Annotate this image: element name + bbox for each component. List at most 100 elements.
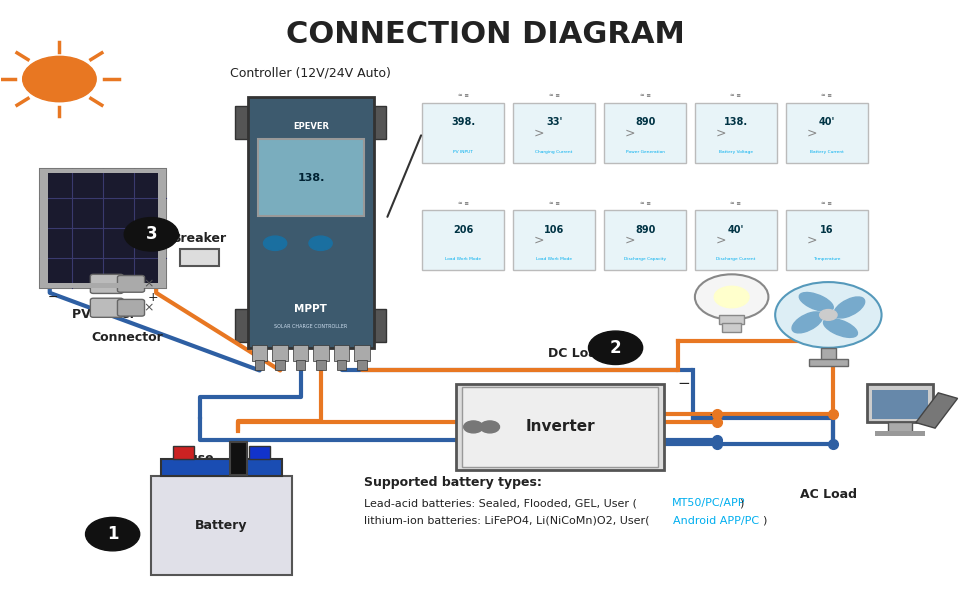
Text: ≈ ≡: ≈ ≡ [730,201,740,206]
Text: +: + [147,290,158,304]
Text: Connector: Connector [91,331,163,344]
FancyBboxPatch shape [604,211,685,270]
FancyBboxPatch shape [272,346,288,361]
FancyBboxPatch shape [333,346,349,361]
Text: 890: 890 [635,117,655,127]
Text: 40': 40' [818,117,834,127]
Text: MPPT: MPPT [295,304,327,314]
Text: ≈ ≡: ≈ ≡ [548,201,559,206]
FancyBboxPatch shape [158,169,166,288]
FancyBboxPatch shape [373,309,386,342]
Text: 3: 3 [145,226,157,244]
Text: Discharge Current: Discharge Current [715,257,755,262]
Text: >: > [715,234,725,247]
FancyBboxPatch shape [249,446,270,460]
FancyBboxPatch shape [161,460,282,476]
Text: 138.: 138. [297,173,325,182]
Text: Power Generation: Power Generation [625,150,664,154]
FancyBboxPatch shape [180,249,219,266]
Circle shape [309,236,331,250]
FancyBboxPatch shape [275,360,285,370]
Text: Breaker: Breaker [172,232,227,245]
FancyBboxPatch shape [785,103,867,163]
Text: AC Load: AC Load [799,488,856,500]
Text: Controller (12V/24V Auto): Controller (12V/24V Auto) [231,67,391,80]
Text: 106: 106 [544,224,564,235]
FancyBboxPatch shape [694,211,776,270]
FancyBboxPatch shape [313,346,328,361]
Text: Inverter: Inverter [524,419,594,434]
Circle shape [819,310,836,320]
Text: 16: 16 [820,224,832,235]
Text: ≈ ≡: ≈ ≡ [639,93,650,98]
Text: −: − [676,376,689,391]
Text: MT50/PC/APP: MT50/PC/APP [671,498,744,508]
Text: >: > [805,234,816,247]
Text: 1: 1 [107,525,118,543]
FancyBboxPatch shape [117,275,144,292]
FancyBboxPatch shape [235,106,248,139]
FancyBboxPatch shape [117,299,144,316]
Text: 398.: 398. [451,117,475,127]
FancyBboxPatch shape [808,359,847,365]
FancyBboxPatch shape [888,422,911,432]
Text: >: > [533,126,544,139]
Text: ≈ ≡: ≈ ≡ [821,201,831,206]
FancyBboxPatch shape [40,169,166,173]
Circle shape [480,421,499,433]
Circle shape [694,274,767,320]
FancyBboxPatch shape [248,97,373,348]
FancyBboxPatch shape [172,446,194,460]
Text: ≈ ≡: ≈ ≡ [457,201,468,206]
Circle shape [463,421,483,433]
Text: +: + [708,408,721,423]
Circle shape [713,286,748,308]
FancyBboxPatch shape [455,383,663,470]
FancyBboxPatch shape [871,389,927,419]
Ellipse shape [823,319,857,337]
Circle shape [264,236,287,250]
FancyBboxPatch shape [151,476,292,575]
Circle shape [22,56,96,102]
Text: Discharge Capacity: Discharge Capacity [623,257,666,262]
Text: Temperature: Temperature [812,257,840,262]
FancyBboxPatch shape [252,346,267,361]
FancyBboxPatch shape [296,360,305,370]
Text: >: > [715,126,725,139]
FancyBboxPatch shape [874,431,924,436]
Text: CONNECTION DIAGRAM: CONNECTION DIAGRAM [285,20,684,49]
Circle shape [85,517,140,551]
FancyBboxPatch shape [235,309,248,342]
Text: PV INPUT: PV INPUT [453,150,473,154]
Text: 2: 2 [610,339,621,357]
Text: ≈ ≡: ≈ ≡ [548,93,559,98]
Text: Fuse: Fuse [181,452,214,465]
FancyBboxPatch shape [820,348,835,360]
FancyBboxPatch shape [422,103,504,163]
FancyBboxPatch shape [513,211,595,270]
Text: Charging Current: Charging Current [535,150,573,154]
Text: ≈ ≡: ≈ ≡ [730,93,740,98]
Text: Lead-acid batteries: Sealed, Flooded, GEL, User (: Lead-acid batteries: Sealed, Flooded, GE… [363,498,637,508]
FancyBboxPatch shape [373,106,386,139]
Text: Load Work Mode: Load Work Mode [536,257,572,262]
Text: lithium-ion batteries: LiFePO4, Li(NiCoMn)O2, User(: lithium-ion batteries: LiFePO4, Li(NiCoM… [363,516,649,526]
FancyBboxPatch shape [258,139,363,217]
Text: 206: 206 [453,224,473,235]
FancyBboxPatch shape [90,274,123,293]
Text: Load Work Mode: Load Work Mode [445,257,481,262]
Text: −: − [47,290,58,304]
Text: DC Load: DC Load [547,347,605,360]
FancyBboxPatch shape [354,346,369,361]
FancyBboxPatch shape [513,103,595,163]
FancyBboxPatch shape [293,346,308,361]
FancyBboxPatch shape [90,298,123,317]
Text: >: > [624,126,635,139]
Text: ≈ ≡: ≈ ≡ [457,93,468,98]
Text: 40': 40' [727,224,743,235]
Text: 890: 890 [635,224,655,235]
Text: >: > [533,234,544,247]
FancyBboxPatch shape [40,169,166,288]
Text: 33': 33' [546,117,562,127]
Text: PV Panel: PV Panel [72,308,134,322]
